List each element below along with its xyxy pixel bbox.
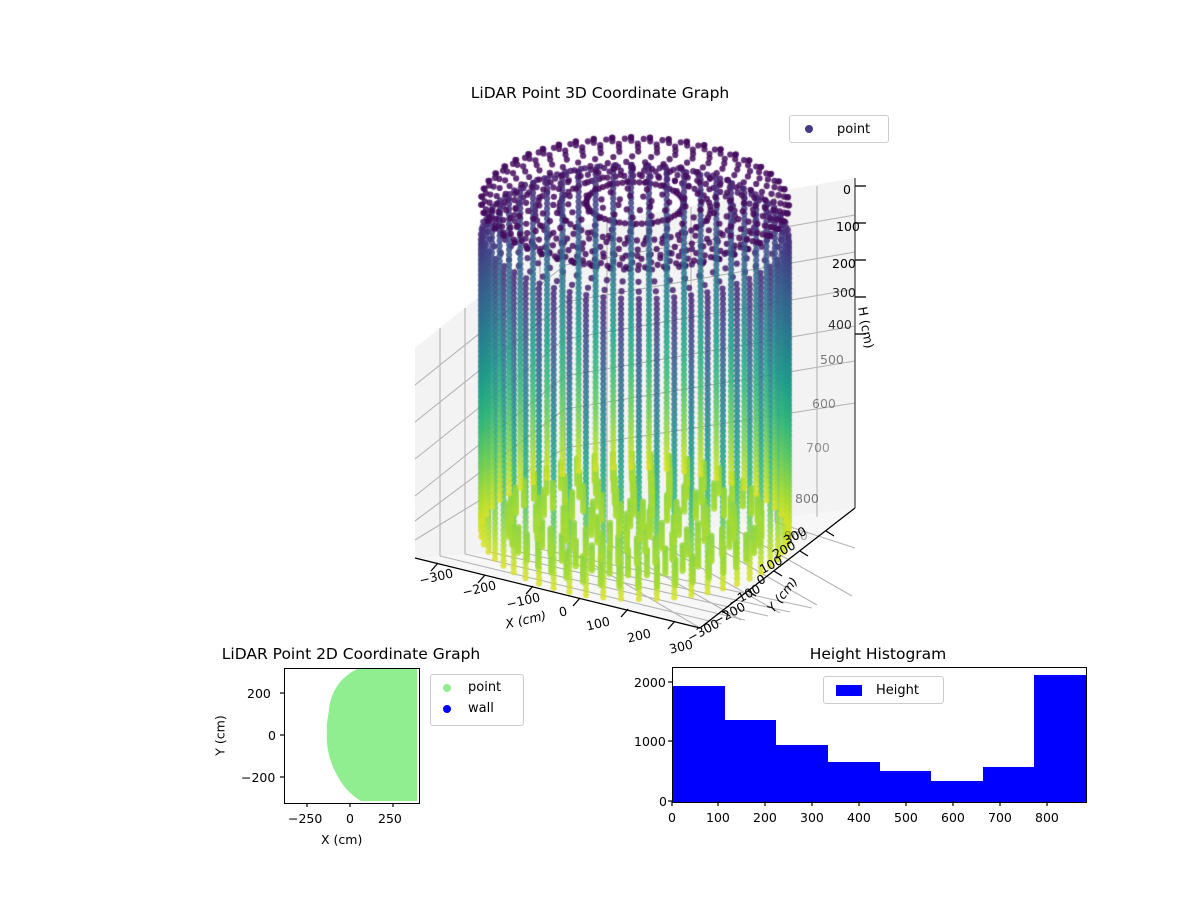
- histogram-ytick-2: 2000: [634, 675, 666, 690]
- legend-label-point-2d: point: [468, 680, 502, 695]
- point-cloud-3d: [400, 108, 900, 638]
- legend-marker-point-2d: [443, 683, 451, 692]
- histogram-xtick-8: 800: [1035, 810, 1059, 825]
- legend-marker-wall-2d: [443, 704, 451, 713]
- histogram-xtick-3: 300: [800, 810, 824, 825]
- histogram-bar: [673, 685, 725, 802]
- plot3d-ztick-2: 200: [832, 256, 856, 271]
- histogram-legend[interactable]: Height: [823, 676, 944, 704]
- plot2d-axes: [284, 668, 420, 804]
- histogram-bar: [982, 767, 1035, 802]
- plot2d-xtick-2: 250: [378, 811, 402, 826]
- plot2d-ytick-1: 0: [268, 728, 276, 743]
- legend-marker-height: [836, 684, 862, 696]
- histogram-xtick-5: 500: [894, 810, 918, 825]
- plot3d-axes: [400, 108, 900, 638]
- histogram-ytick-1: 1000: [634, 734, 666, 749]
- plot3d-legend[interactable]: point: [789, 115, 889, 143]
- legend-marker-point-3d: [805, 125, 813, 133]
- plot2d-ytick-2: −200: [241, 770, 276, 785]
- histogram-bar: [931, 781, 983, 802]
- histogram-xtick-1: 100: [706, 810, 730, 825]
- plot3d-ztick-7: 700: [806, 440, 830, 455]
- histogram-bar: [724, 719, 777, 802]
- plot2d-xtick-0: −250: [288, 811, 323, 826]
- plot2d-title: LiDAR Point 2D Coordinate Graph: [221, 645, 481, 663]
- histogram-axes: [672, 667, 1087, 803]
- histogram-bar: [776, 744, 828, 802]
- plot3d-ztick-8: 800: [795, 491, 819, 506]
- histogram-title: Height Histogram: [809, 645, 947, 663]
- histogram-ytick-0: 0: [659, 794, 667, 809]
- legend-label-wall-2d: wall: [468, 701, 494, 716]
- histogram-xtick-4: 400: [847, 810, 871, 825]
- plot2d-xtick-1: 0: [346, 811, 354, 826]
- plot3d-ztick-9: 900: [784, 528, 808, 543]
- plot3d-ztick-4: 400: [828, 317, 852, 332]
- histogram-bar: [879, 771, 932, 802]
- plot2d-legend[interactable]: point wall: [430, 674, 524, 726]
- plot3d-ztick-6: 600: [812, 396, 836, 411]
- plot2d-ytick-0: 200: [247, 686, 271, 701]
- plot3d-ztick-1: 100: [836, 219, 860, 234]
- histogram-xtick-6: 600: [941, 810, 965, 825]
- histogram-xtick-0: 0: [668, 810, 676, 825]
- histogram-xtick-2: 200: [753, 810, 777, 825]
- legend-label-point-3d: point: [837, 121, 871, 137]
- plot3d-ztick-5: 500: [820, 352, 844, 367]
- plot2d-xlabel: X (cm): [321, 832, 363, 847]
- plot2d-ylabel: Y (cm): [212, 715, 228, 756]
- histogram-bar: [1034, 674, 1086, 802]
- plot3d-title: LiDAR Point 3D Coordinate Graph: [470, 84, 730, 102]
- histogram-xtick-7: 700: [988, 810, 1012, 825]
- plot3d-ztick-0: 0: [843, 182, 851, 197]
- histogram-bar: [827, 761, 880, 802]
- plot3d-ztick-3: 300: [832, 285, 856, 300]
- legend-label-height: Height: [876, 682, 919, 698]
